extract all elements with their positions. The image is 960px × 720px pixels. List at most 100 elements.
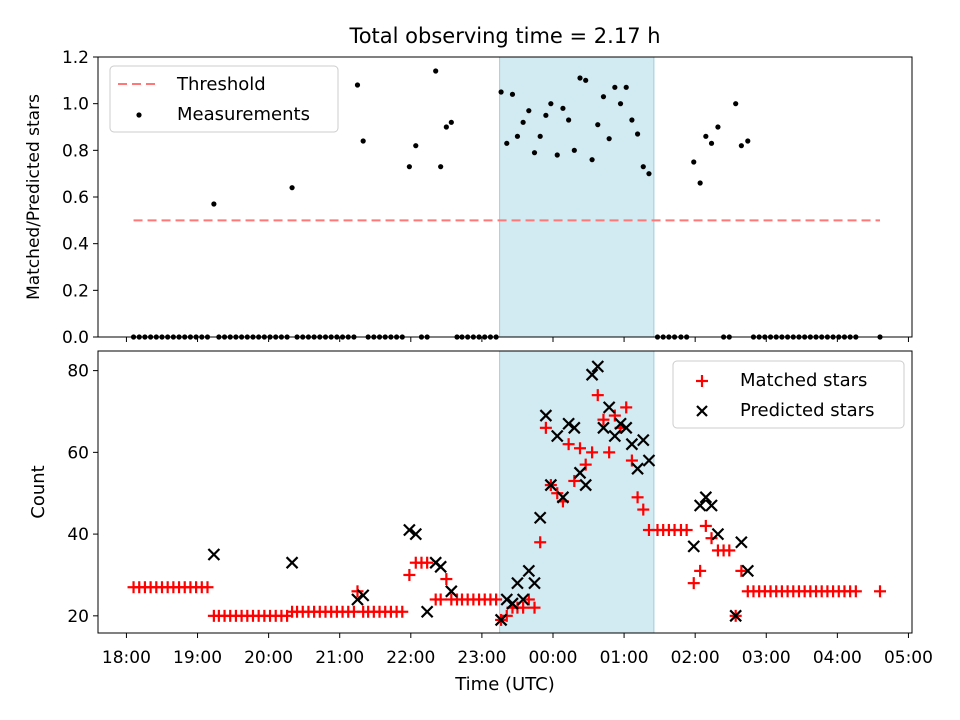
x-tick-label: 23:00 [457, 648, 506, 668]
predicted-star-point [434, 560, 447, 574]
observing-window-shade-top [499, 56, 655, 338]
measurement-point [289, 185, 295, 191]
matched-star-point [694, 564, 707, 577]
legend-predicted-label: Predicted stars [740, 400, 874, 421]
x-tick-label: 04:00 [813, 648, 862, 668]
matched-star-point [534, 536, 547, 549]
matched-star-point [434, 593, 447, 606]
measurement-point [509, 91, 516, 97]
matched-star-point [699, 519, 712, 532]
measurement-point [715, 124, 721, 130]
matched-star-point [620, 401, 633, 414]
predicted-star-point [579, 478, 592, 492]
measurement-point [498, 89, 504, 95]
predicted-star-point [729, 609, 742, 623]
matched-star-point [705, 532, 718, 545]
bottom-y-axis: 20 40 60 80 [67, 362, 98, 627]
predicted-star-point [516, 593, 530, 606]
measurement-point [520, 119, 526, 125]
predicted-star-point [591, 360, 605, 373]
measurement-point [733, 101, 739, 107]
legend-matched-label: Matched stars [740, 370, 867, 391]
predicted-star-point [614, 417, 627, 431]
predicted-star-point [207, 548, 221, 561]
matched-star-point [522, 593, 535, 606]
predicted-star-point [562, 417, 575, 431]
bottom-x-axis: 18:00 19:00 20:00 21:00 22:00 23:00 00:00 01:00… [102, 633, 933, 668]
predicted-star-point [522, 564, 536, 578]
top-y-tick-label: 0.8 [62, 141, 89, 161]
top-x-ticks [125, 337, 909, 342]
matched-star-point [396, 605, 409, 618]
predicted-star-point [568, 421, 581, 435]
predicted-star-point [636, 433, 650, 447]
x-tick-label: 05:00 [884, 648, 933, 668]
predicted-star-point [619, 421, 633, 435]
predicted-star-point [550, 429, 564, 443]
predicted-star-point [356, 589, 370, 602]
x-tick-label: 20:00 [244, 648, 293, 668]
legend-measurements-swatch [136, 112, 142, 118]
predicted-star-point [556, 491, 570, 504]
observing-window-shade-bottom [499, 350, 655, 634]
measurement-point [612, 84, 618, 90]
predicted-star-point [351, 593, 364, 606]
predicted-star-point [494, 613, 508, 627]
predicted-star-point [735, 535, 748, 549]
predicted-star-point [608, 429, 622, 443]
top-axes-frame [97, 56, 913, 338]
measurement-point [413, 143, 419, 149]
measurement-point [745, 138, 751, 144]
measurement-point [531, 150, 538, 156]
predicted-star-point [544, 478, 558, 492]
measurement-point [738, 143, 744, 149]
top-y-tick-label: 0.2 [62, 281, 89, 301]
top-y-tick-label: 1.0 [62, 95, 89, 115]
measurement-point [583, 77, 589, 83]
legend-matched-swatch [696, 375, 708, 387]
predicted-star-point [585, 368, 599, 381]
measurement-point [623, 84, 629, 90]
matched-star-point [562, 438, 575, 451]
predicted-star-point [711, 527, 725, 541]
x-tick-label: 22:00 [386, 648, 435, 668]
measurement-point [560, 105, 566, 111]
measurement-point [554, 152, 560, 158]
predicted-star-point [602, 401, 616, 414]
matched-star-point [586, 446, 599, 459]
top-y-tick-label: 0.6 [62, 188, 89, 208]
measurement-point [589, 157, 595, 163]
measurement-point [600, 94, 607, 100]
measurement-point [646, 171, 652, 177]
predicted-star-point [500, 593, 514, 606]
top-y-axis-label: Matched/Predicted stars [24, 94, 44, 300]
legend-threshold-label: Threshold [176, 74, 266, 95]
matched-star-point [517, 601, 530, 614]
x-tick-label: 01:00 [600, 648, 649, 668]
predicted-star-point [445, 585, 458, 598]
measurement-point [433, 68, 439, 74]
predicted-star-point [528, 576, 541, 590]
measurement-point [548, 101, 554, 107]
x-axis-label: Time (UTC) [454, 674, 555, 695]
bottom-y-tick-label: 80 [67, 362, 89, 382]
matched-star-point [351, 585, 364, 598]
measurement-point [537, 133, 543, 139]
matched-star-point [597, 413, 610, 426]
measurement-point [634, 131, 641, 137]
measurement-point [526, 108, 532, 114]
matched-star-point [440, 573, 453, 586]
predicted-star-point [511, 576, 524, 590]
measurement-point [640, 164, 646, 170]
matched-star-point [680, 524, 693, 537]
bottom-axes-frame [97, 350, 913, 634]
top-y-tick-label: 0.0 [62, 328, 89, 348]
top-legend: Threshold Measurements [109, 65, 339, 133]
predicted-star-point [693, 499, 707, 512]
predicted-star-point [597, 421, 610, 435]
measurement-point [448, 119, 454, 125]
matched-star-point [574, 442, 587, 455]
measurement-point [354, 82, 361, 88]
predicted-star-point [533, 511, 547, 525]
